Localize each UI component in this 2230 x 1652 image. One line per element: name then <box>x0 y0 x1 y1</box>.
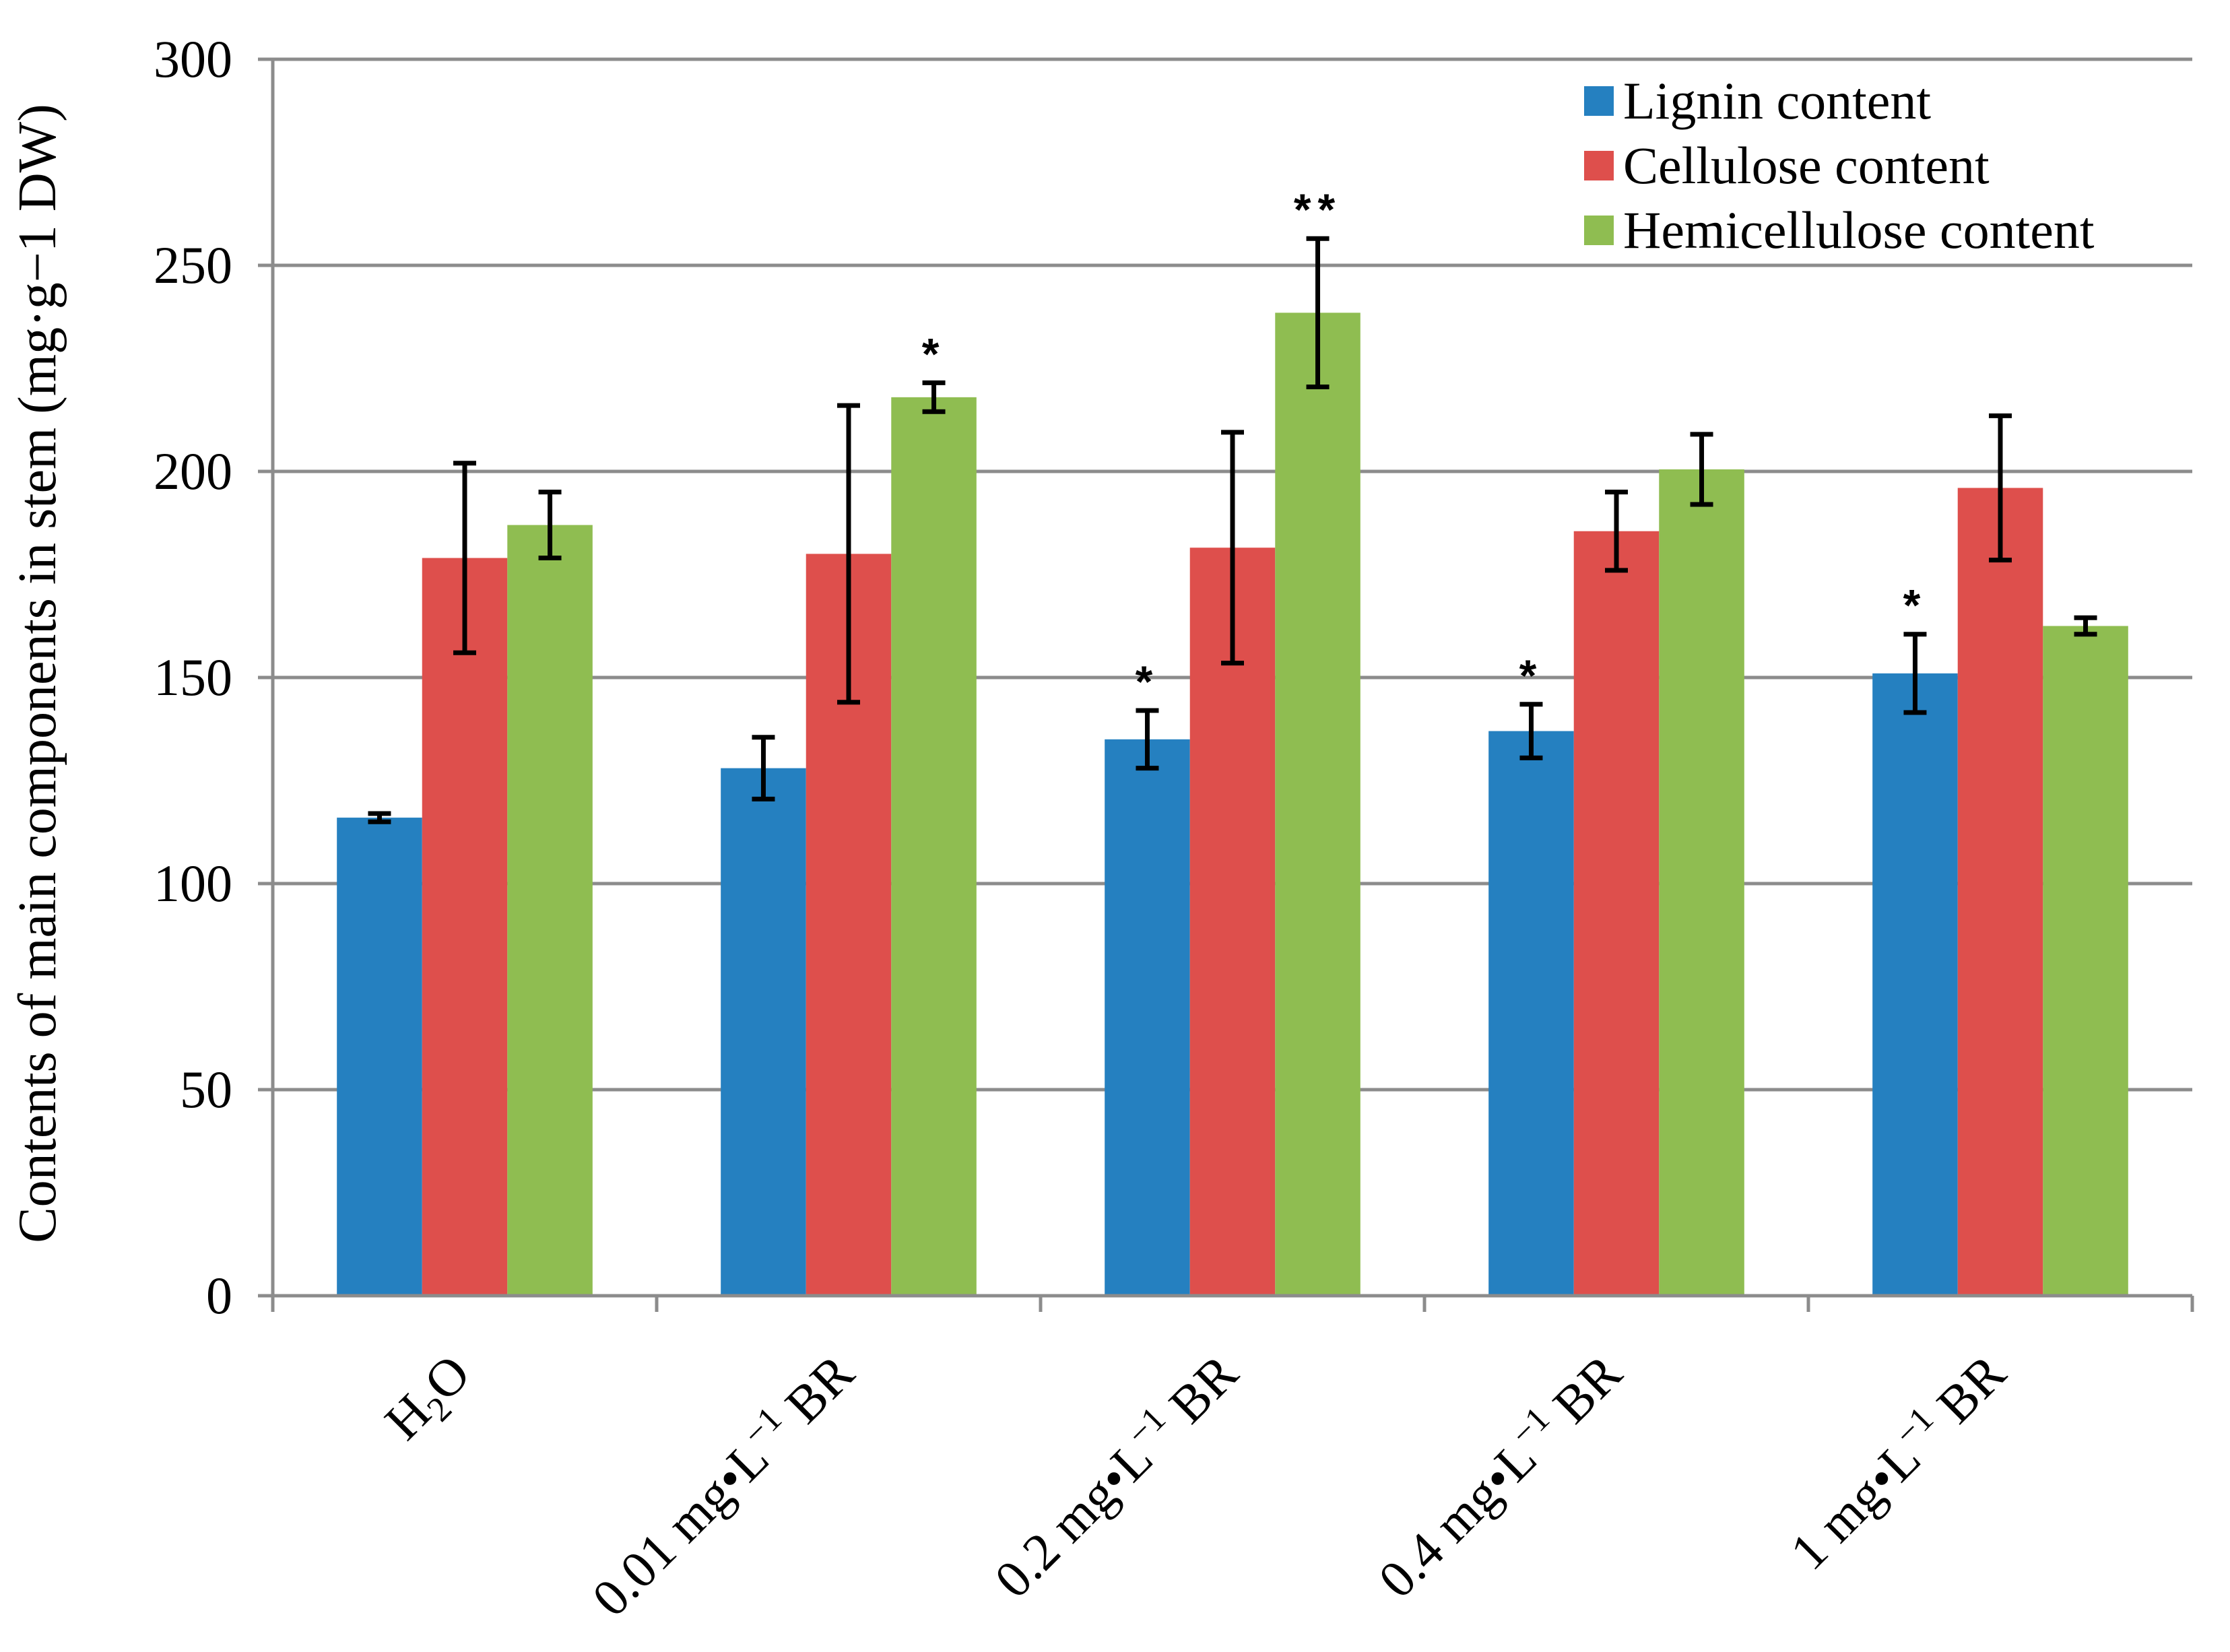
bar-3-2 <box>891 397 977 1296</box>
bar-3-4 <box>1659 469 1744 1296</box>
significance-label: * <box>1903 581 1928 630</box>
legend-label-1: Lignin content <box>1623 71 1931 130</box>
significance-label: ** <box>1294 185 1342 234</box>
y-axis-ticks: 0 50 100 150 200 250 300 <box>154 30 232 1325</box>
bar-2-3 <box>1189 548 1276 1296</box>
x-category-label: 0.4 mg•L−1 BR <box>1365 1341 1633 1609</box>
y-tick-label: 150 <box>154 648 232 706</box>
legend-swatch-3 <box>1584 216 1614 245</box>
legend-label-3: Hemicellulose content <box>1623 201 2095 259</box>
bar-2-4 <box>1573 531 1660 1296</box>
y-axis-title: Contents of main components in stem (mg·… <box>8 104 67 1243</box>
significance-label: * <box>1136 657 1160 706</box>
label-part: 0.2 mg•L <box>983 1428 1164 1609</box>
bar-3-1 <box>507 525 593 1296</box>
legend-swatch-2 <box>1584 151 1614 180</box>
bar-1-5 <box>1872 673 1958 1296</box>
x-category-label: 1 mg•L−1 BR <box>1777 1341 2016 1581</box>
bar-3-3 <box>1275 312 1360 1296</box>
x-category-label: 0.2 mg•L−1 BR <box>981 1341 1249 1609</box>
bar-1-2 <box>721 768 806 1296</box>
y-tick-label: 100 <box>154 854 232 913</box>
bar-2-1 <box>422 558 508 1296</box>
significance-markers: * ***** <box>922 185 1928 706</box>
bar-3-5 <box>2043 626 2128 1296</box>
label-part: 0.01 mg•L <box>581 1428 779 1627</box>
bar-1-4 <box>1488 731 1574 1296</box>
label-part: 0.4 mg•L <box>1367 1428 1548 1609</box>
x-category-label: 0.01 mg•L−1 BR <box>579 1341 865 1627</box>
y-tick-label: 0 <box>206 1266 232 1325</box>
x-category-label: H2O <box>373 1344 486 1456</box>
bar-1-1 <box>337 818 422 1296</box>
x-axis-category-labels: H2O 0.01 mg•L−1 BR 0.2 mg•L−1 BR 0.4 mg•L−1… <box>373 1341 2016 1628</box>
error-bars <box>368 236 2097 824</box>
bar-series <box>337 312 2128 1296</box>
legend-label-2: Cellulose content <box>1623 136 1990 195</box>
legend: Lignin content Cellulose content Hemicellu… <box>1584 71 2095 259</box>
y-tick-label: 250 <box>154 236 232 294</box>
y-tick-label: 50 <box>180 1060 232 1119</box>
y-tick-label: 200 <box>154 442 232 500</box>
legend-swatch-1 <box>1584 86 1614 116</box>
bar-2-5 <box>1957 488 2043 1296</box>
significance-label: * <box>1519 651 1544 700</box>
bar-1-3 <box>1105 739 1190 1296</box>
label-part: 1 mg•L <box>1779 1428 1931 1581</box>
significance-label: * <box>922 329 946 378</box>
y-axis-title-group: Contents of main components in stem (mg·… <box>8 104 67 1243</box>
axes <box>258 57 2194 1312</box>
y-tick-label: 300 <box>154 30 232 88</box>
